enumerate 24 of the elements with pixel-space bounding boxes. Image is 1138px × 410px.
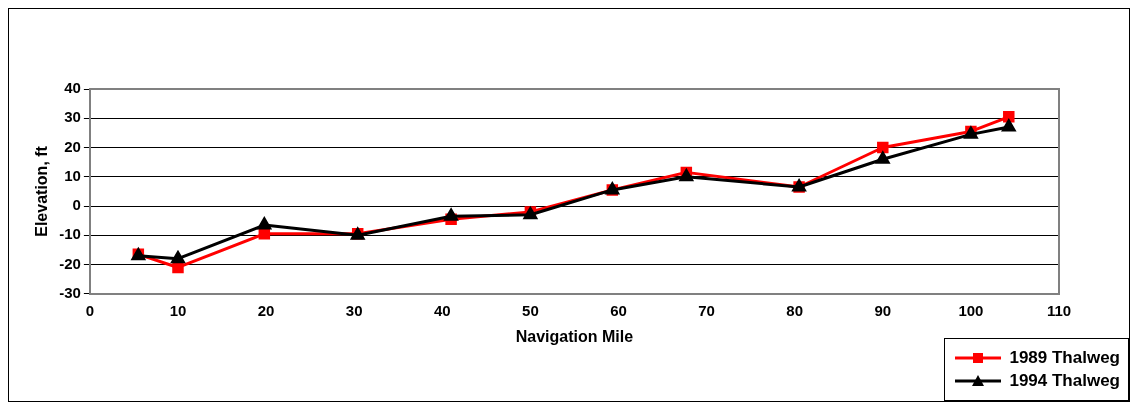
legend-label: 1994 Thalweg — [1009, 371, 1120, 391]
y-tick-label: 10 — [64, 166, 81, 184]
x-tick-label: 110 — [1046, 301, 1072, 319]
x-tick-label: 0 — [85, 301, 95, 319]
x-tick-label: 50 — [522, 301, 539, 319]
y-axis-title: Elevation, ft — [33, 145, 51, 237]
x-tick-label: 70 — [698, 301, 715, 319]
y-tick-label: 40 — [64, 79, 81, 97]
x-tick-label: 90 — [874, 301, 892, 319]
x-tick-label: 60 — [610, 301, 627, 319]
x-tick-label: 20 — [257, 301, 275, 319]
y-tick-label: 0 — [72, 196, 81, 214]
x-tick-label: 30 — [345, 301, 363, 319]
y-tick-label: -30 — [59, 283, 81, 301]
x-axis-title: Navigation Mile — [515, 327, 634, 345]
x-tick-label: 80 — [786, 301, 804, 319]
y-tick-label: -20 — [59, 254, 81, 272]
y-tick-label: 20 — [64, 137, 81, 155]
y-tick-label: 30 — [64, 108, 81, 126]
x-tick-label: 100 — [958, 301, 984, 319]
x-tick-label: 10 — [169, 301, 187, 319]
x-tick-label: 40 — [433, 301, 451, 319]
legend-label: 1989 Thalweg — [1009, 348, 1120, 368]
y-tick-label: -10 — [59, 225, 81, 243]
